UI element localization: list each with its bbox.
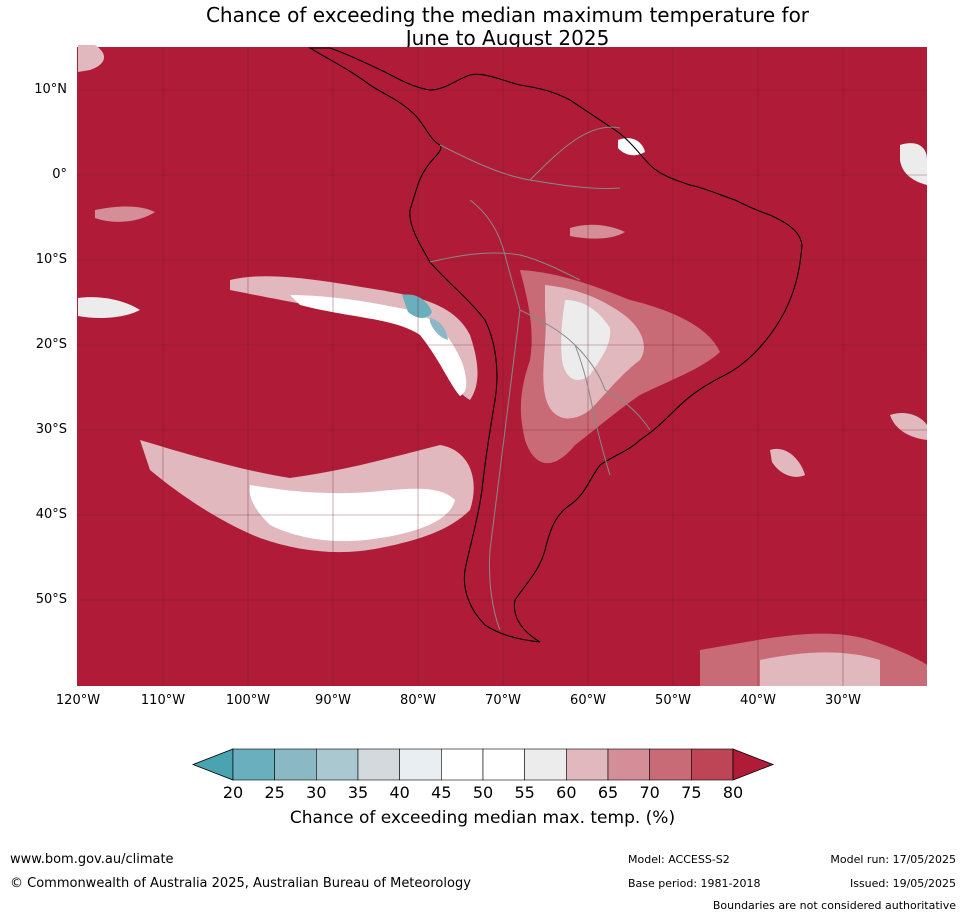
lon-label: 120°W (55, 693, 101, 708)
copyright-text: © Commonwealth of Australia 2025, Austra… (10, 876, 471, 891)
lat-label: 40°S (35, 507, 67, 522)
lat-label: 30°S (35, 422, 67, 437)
title-line-2: June to August 2025 (405, 26, 610, 50)
colorbar-segment (274, 748, 317, 781)
gridlines (77, 47, 927, 686)
lon-label: 100°W (225, 693, 271, 708)
base-period: Base period: 1981-2018 (628, 877, 761, 890)
colorbar-tick-label: 50 (472, 783, 494, 802)
title-line-1: Chance of exceeding the median maximum t… (205, 3, 810, 27)
colorbar-segment (566, 748, 609, 781)
lon-label: 110°W (140, 693, 186, 708)
map-background (77, 47, 927, 686)
disclaimer: Boundaries are not considered authoritat… (712, 899, 956, 912)
lat-label: 10°N (34, 82, 67, 97)
country-borders (429, 126, 651, 631)
colorbar-tick-label: 70 (639, 783, 660, 802)
south-america-coastline (308, 47, 803, 643)
colorbar-label: Chance of exceeding median max. temp. (%… (289, 808, 676, 828)
lon-label: 80°W (400, 693, 436, 708)
colorbar-tick-label: 35 (347, 783, 369, 802)
lon-label: 60°W (570, 693, 606, 708)
lon-label: 40°W (740, 693, 776, 708)
colorbar-segment (441, 748, 484, 781)
colorbar-segment (607, 748, 650, 781)
lat-label: 0° (52, 167, 67, 182)
colorbar-tick-label: 45 (431, 783, 452, 802)
colorbar-segment (482, 748, 525, 781)
anomaly-patches (78, 45, 927, 686)
colorbar-tick-label: 20 (222, 783, 244, 802)
colorbar-tick-label: 55 (514, 783, 535, 802)
lon-label: 30°W (825, 693, 861, 708)
colorbar-segment (649, 748, 692, 781)
colorbar-extend-high (732, 748, 775, 781)
lat-label: 10°S (35, 252, 67, 267)
colorbar-segment (357, 748, 400, 781)
model-name: Model: ACCESS-S2 (628, 853, 730, 866)
lat-label: 20°S (35, 337, 67, 352)
map-title: Chance of exceeding the median maximum t… (0, 4, 965, 50)
colorbar-extend-low (191, 748, 234, 781)
colorbar-segment (232, 748, 275, 781)
colorbar-segment (399, 748, 442, 781)
colorbar-segment (316, 748, 359, 781)
lon-label: 70°W (485, 693, 521, 708)
colorbar-tick-label: 30 (306, 783, 327, 802)
colorbar-segment (691, 748, 734, 781)
colorbar-tick-label: 40 (389, 783, 410, 802)
colorbar-tick-label: 25 (264, 783, 285, 802)
colorbar-tick-label: 60 (556, 783, 577, 802)
colorbar-segment (524, 748, 567, 781)
colorbar-tick-label: 80 (722, 783, 744, 802)
lon-label: 90°W (315, 693, 351, 708)
colorbar-tick-label: 65 (597, 783, 619, 802)
lon-label: 50°W (655, 693, 691, 708)
issued-date: Issued: 19/05/2025 (849, 877, 956, 890)
website-url: www.bom.gov.au/climate (10, 852, 174, 867)
model-run: Model run: 17/05/2025 (830, 853, 956, 866)
lat-label: 50°S (35, 592, 67, 607)
colorbar-tick-label: 75 (681, 783, 702, 802)
